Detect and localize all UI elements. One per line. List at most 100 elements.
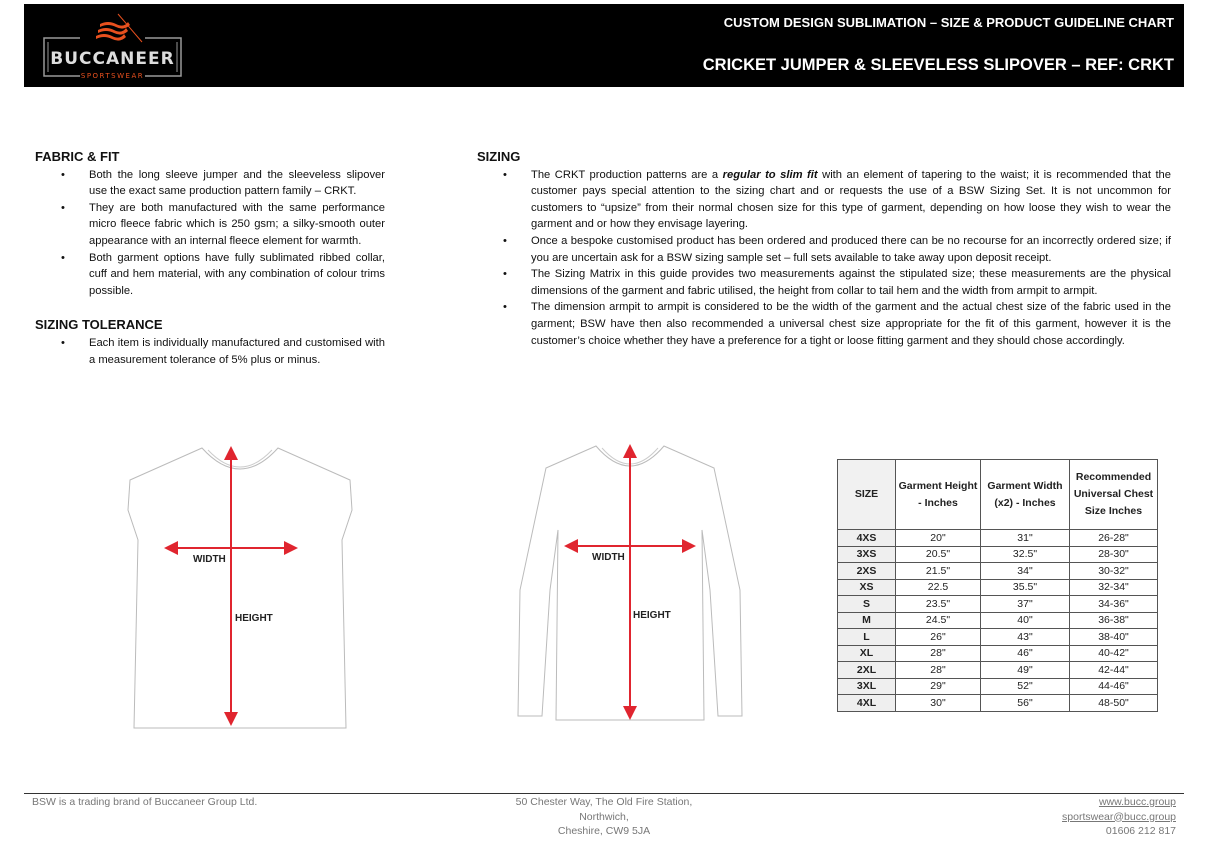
cell-size: XS [837, 578, 896, 596]
cell-chest: 30-32" [1069, 562, 1158, 580]
height-label: HEIGHT [235, 613, 273, 624]
cell-width: 34" [980, 562, 1070, 580]
table-row: XL 28" 46" 40-42" [837, 644, 1158, 662]
address-line: Cheshire, CW9 5JA [557, 825, 651, 837]
list-item: Both garment options have fully sublimat… [35, 250, 385, 300]
jumper-diagram: WIDTH HEIGHT [517, 444, 743, 721]
left-column: FABRIC & FIT Both the long sleeve jumper… [35, 149, 385, 368]
cell-chest: 38-40" [1069, 628, 1158, 646]
header-bar: BUCCANEER SPORTSWEAR CUSTOM DESIGN SUBLI… [24, 4, 1184, 87]
cell-height: 30" [895, 694, 981, 712]
cell-size: S [837, 595, 896, 613]
cell-height: 23.5" [895, 595, 981, 613]
cell-width: 49" [980, 661, 1070, 679]
cell-size: L [837, 628, 896, 646]
cell-chest: 48-50" [1069, 694, 1158, 712]
cell-chest: 32-34" [1069, 578, 1158, 596]
list-item: They are both manufactured with the same… [35, 200, 385, 250]
height-label: HEIGHT [633, 610, 671, 621]
cell-size: M [837, 611, 896, 629]
list-item: Once a bespoke customised product has be… [477, 233, 1171, 266]
cell-size: 4XL [837, 694, 896, 712]
footer: BSW is a trading brand of Buccaneer Grou… [24, 793, 1184, 837]
list-item: The dimension armpit to armpit is consid… [477, 299, 1171, 349]
cell-height: 26" [895, 628, 981, 646]
footer-contact: www.bucc.group sportswear@bucc.group 016… [1062, 795, 1176, 839]
list-item: Each item is individually manufactured a… [35, 335, 385, 368]
cell-height: 29" [895, 677, 981, 695]
cell-size: 2XL [837, 661, 896, 679]
table-row: 2XL 28" 49" 42-44" [837, 661, 1158, 679]
product-title: CRICKET JUMPER & SLEEVELESS SLIPOVER – R… [702, 56, 1174, 74]
table-row: 4XS 20" 31" 26-28" [837, 529, 1158, 547]
table-row: 3XL 29" 52" 44-46" [837, 677, 1158, 695]
table-row: S 23.5" 37" 34-36" [837, 595, 1158, 613]
cell-width: 52" [980, 677, 1070, 695]
width-label: WIDTH [592, 552, 625, 563]
cell-chest: 26-28" [1069, 529, 1158, 547]
header-height: Garment Height - Inches [895, 459, 981, 530]
cell-chest: 42-44" [1069, 661, 1158, 679]
cell-width: 46" [980, 644, 1070, 662]
table-row: 2XS 21.5" 34" 30-32" [837, 562, 1158, 580]
cell-chest: 34-36" [1069, 595, 1158, 613]
cell-width: 40" [980, 611, 1070, 629]
sizing-list: The CRKT production patterns are a regul… [477, 167, 1171, 350]
sizing-heading: SIZING [477, 149, 521, 164]
width-label: WIDTH [193, 554, 226, 565]
cell-size: 3XS [837, 545, 896, 563]
cell-chest: 36-38" [1069, 611, 1158, 629]
fabric-list: Both the long sleeve jumper and the slee… [35, 167, 385, 300]
text: The CRKT production patterns are a [531, 168, 723, 181]
text: with an element of tapering to the waist… [531, 168, 1171, 231]
doc-title: CUSTOM DESIGN SUBLIMATION – SIZE & PRODU… [723, 15, 1174, 30]
cell-height: 28" [895, 644, 981, 662]
size-chart-table: SIZE Garment Height - Inches Garment Wid… [837, 459, 1158, 712]
list-item: The Sizing Matrix in this guide provides… [477, 266, 1171, 299]
tolerance-heading: SIZING TOLERANCE [35, 317, 163, 333]
cell-width: 43" [980, 628, 1070, 646]
right-column: SIZING The CRKT production patterns are … [477, 149, 1171, 349]
address-line: 50 Chester Way, The Old Fire Station, [515, 796, 693, 808]
table-row: M 24.5" 40" 36-38" [837, 611, 1158, 629]
header-width: Garment Width (x2) - Inches [980, 459, 1070, 530]
cell-height: 24.5" [895, 611, 981, 629]
buccaneer-logo: BUCCANEER SPORTSWEAR [43, 13, 182, 80]
cell-chest: 40-42" [1069, 644, 1158, 662]
cell-size: 4XS [837, 529, 896, 547]
cell-height: 21.5" [895, 562, 981, 580]
cell-width: 37" [980, 595, 1070, 613]
svg-text:BUCCANEER: BUCCANEER [50, 49, 174, 69]
header-size: SIZE [837, 459, 896, 530]
cell-width: 31" [980, 529, 1070, 547]
cell-height: 22.5 [895, 578, 981, 596]
slipover-diagram: WIDTH HEIGHT [127, 446, 353, 729]
cell-size: 3XL [837, 677, 896, 695]
list-item: The CRKT production patterns are a regul… [477, 167, 1171, 233]
email-link[interactable]: sportswear@bucc.group [1062, 810, 1176, 823]
cell-size: 2XS [837, 562, 896, 580]
table-row: 3XS 20.5" 32.5" 28-30" [837, 545, 1158, 563]
tolerance-list: Each item is individually manufactured a… [35, 335, 385, 368]
cell-width: 32.5" [980, 545, 1070, 563]
website-link[interactable]: www.bucc.group [1098, 796, 1176, 808]
cell-chest: 44-46" [1069, 677, 1158, 695]
cell-height: 20" [895, 529, 981, 547]
table-row: 4XL 30" 56" 48-50" [837, 694, 1158, 712]
header-chest: Recommended Universal Chest Size Inches [1069, 459, 1158, 530]
cell-height: 28" [895, 661, 981, 679]
cell-width: 35.5" [980, 578, 1070, 596]
phone: 01606 212 817 [1105, 825, 1176, 837]
footer-address: 50 Chester Way, The Old Fire Station, No… [504, 795, 704, 839]
cell-width: 56" [980, 694, 1070, 712]
cell-size: XL [837, 644, 896, 662]
list-item: Both the long sleeve jumper and the slee… [35, 167, 385, 200]
cell-height: 20.5" [895, 545, 981, 563]
fabric-heading: FABRIC & FIT [35, 149, 120, 164]
table-row: XS 22.5 35.5" 32-34" [837, 578, 1158, 596]
table-row: L 26" 43" 38-40" [837, 628, 1158, 646]
cell-chest: 28-30" [1069, 545, 1158, 563]
address-line: Northwich, [579, 810, 629, 823]
footer-brand: BSW is a trading brand of Buccaneer Grou… [32, 796, 258, 808]
svg-text:SPORTSWEAR: SPORTSWEAR [81, 72, 144, 80]
